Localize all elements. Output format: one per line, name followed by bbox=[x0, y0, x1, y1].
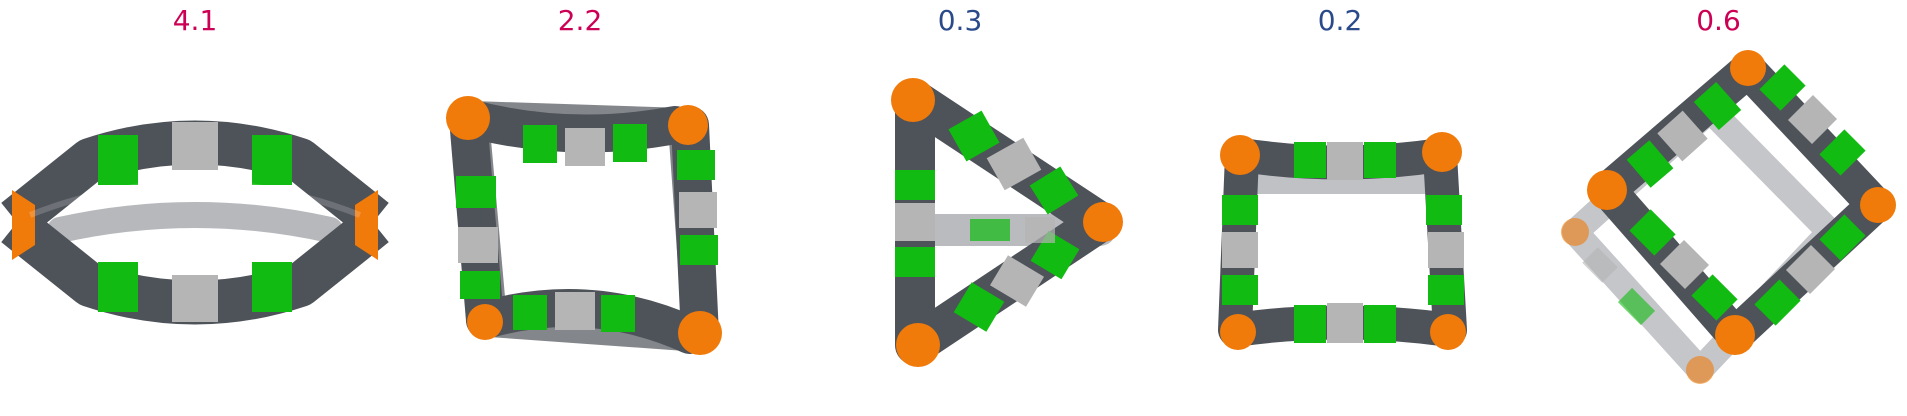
structure-panel-3: 0.3 bbox=[770, 0, 1150, 416]
structure-panel-4: 0.2 bbox=[1150, 0, 1530, 416]
panel-5-score: 0.6 bbox=[1696, 4, 1741, 37]
panel-4-score: 0.2 bbox=[1317, 4, 1363, 37]
ring-shadow bbox=[47, 202, 343, 243]
molecule-render-2 bbox=[446, 96, 722, 355]
panel-1-score: 4.1 bbox=[172, 4, 218, 37]
structure-panel-5: 0.6 bbox=[1530, 0, 1907, 416]
molecule-render-5 bbox=[1561, 50, 1896, 384]
molecule-render-4 bbox=[1218, 132, 1467, 350]
molecule-render-3 bbox=[891, 78, 1123, 367]
structure-panel-2: 2.2 bbox=[390, 0, 770, 416]
structure-panel-1: 4.1 bbox=[0, 0, 390, 416]
panel-2-score: 2.2 bbox=[557, 4, 603, 37]
molecule-render-1 bbox=[1, 120, 389, 325]
panel-3-score: 0.3 bbox=[937, 4, 983, 37]
